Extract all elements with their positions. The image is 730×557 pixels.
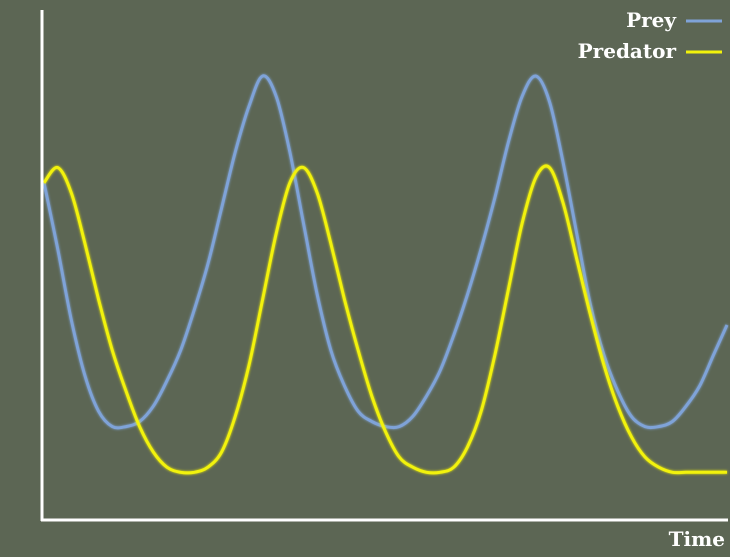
legend-label-predator: Predator [578,39,677,63]
legend-label-prey: Prey [626,8,677,32]
legend: Prey Predator [578,8,722,63]
series-line-predator [42,164,727,475]
series-layer [42,74,729,475]
x-axis-label: Time [669,527,725,551]
series-line-prey [42,74,729,430]
